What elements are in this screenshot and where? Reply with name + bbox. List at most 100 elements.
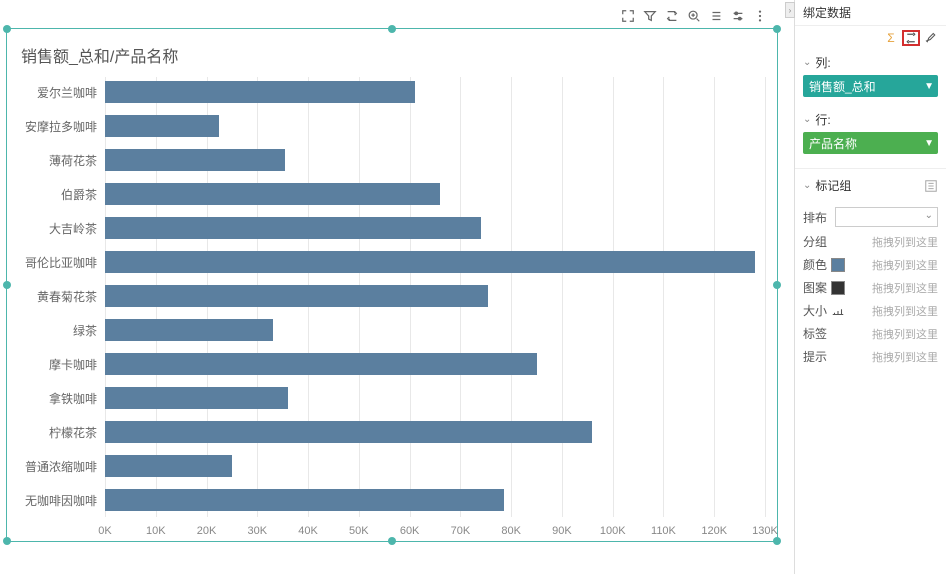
columns-pill-label: 销售额_总和 — [809, 78, 876, 95]
columns-header-label: 列: — [815, 54, 830, 71]
swap-icon[interactable] — [662, 7, 682, 25]
rows-pill[interactable]: 产品名称▼ — [803, 132, 938, 154]
brush-icon[interactable] — [922, 30, 940, 46]
bar-row — [105, 217, 765, 239]
bar-row — [105, 319, 765, 341]
swap-axes-icon[interactable] — [902, 30, 920, 46]
bar-row — [105, 251, 765, 273]
panel-icon-row: Σ — [795, 26, 946, 50]
rows-header-label: 行: — [815, 111, 830, 128]
bar[interactable] — [105, 319, 273, 341]
filter-icon[interactable] — [640, 7, 660, 25]
bar-row — [105, 489, 765, 511]
bar-row — [105, 183, 765, 205]
data-binding-panel: › 绑定数据 Σ ⌄列: 销售额_总和▼ ⌄行: 产品名称▼ ⌄标记组 排布 ⌄… — [794, 0, 946, 574]
tooltip-row[interactable]: 提示 拖拽列到这里 — [795, 345, 946, 368]
y-axis-label: 黄春菊花茶 — [7, 288, 97, 305]
panel-collapse-icon[interactable]: › — [785, 2, 795, 18]
group-placeholder: 拖拽列到这里 — [831, 234, 938, 250]
more-icon[interactable] — [750, 7, 770, 25]
rows-header[interactable]: ⌄行: — [803, 111, 938, 128]
layout-label: 排布 — [803, 209, 831, 226]
color-row[interactable]: 颜色 拖拽列到这里 — [795, 253, 946, 276]
pattern-placeholder: 拖拽列到这里 — [851, 280, 938, 296]
columns-pill[interactable]: 销售额_总和 ▼ — [803, 75, 938, 97]
bar[interactable] — [105, 217, 481, 239]
list-icon[interactable] — [706, 7, 726, 25]
x-axis-label: 20K — [197, 525, 217, 537]
x-axis-label: 70K — [451, 525, 471, 537]
y-axis-label: 薄荷花茶 — [7, 152, 97, 169]
rows-section: ⌄行: 产品名称▼ — [795, 107, 946, 164]
x-axis-label: 50K — [349, 525, 369, 537]
y-axis-label: 哥伦比亚咖啡 — [7, 254, 97, 271]
bar[interactable] — [105, 489, 504, 511]
expand-icon[interactable] — [618, 7, 638, 25]
resize-handle[interactable] — [3, 25, 11, 33]
chart-toolbar — [618, 6, 770, 26]
marks-settings-icon[interactable] — [924, 179, 938, 193]
group-label: 分组 — [803, 233, 831, 250]
bar[interactable] — [105, 455, 232, 477]
x-axis-label: 40K — [298, 525, 318, 537]
size-label: 大小 — [803, 302, 831, 319]
chart-title: 销售额_总和/产品名称 — [21, 43, 178, 67]
color-label: 颜色 — [803, 256, 831, 273]
chart-container[interactable]: 销售额_总和/产品名称 0K10K20K30K40K50K60K70K80K90… — [6, 28, 778, 542]
x-axis-label: 60K — [400, 525, 420, 537]
label-placeholder: 拖拽列到这里 — [831, 326, 938, 342]
x-axis-label: 100K — [600, 525, 626, 537]
size-placeholder: 拖拽列到这里 — [851, 303, 938, 319]
bar[interactable] — [105, 183, 440, 205]
group-row[interactable]: 分组 拖拽列到这里 — [795, 230, 946, 253]
chevron-down-icon: ▼ — [924, 81, 934, 92]
bar[interactable] — [105, 421, 592, 443]
tooltip-label: 提示 — [803, 348, 831, 365]
bar[interactable] — [105, 81, 415, 103]
tooltip-placeholder: 拖拽列到这里 — [831, 349, 938, 365]
x-axis-label: 110K — [651, 525, 676, 537]
bar[interactable] — [105, 251, 755, 273]
bar-row — [105, 387, 765, 409]
resize-handle[interactable] — [773, 25, 781, 33]
bar-row — [105, 285, 765, 307]
chevron-down-icon: ⌄ — [925, 210, 933, 221]
bar[interactable] — [105, 285, 488, 307]
marks-header[interactable]: ⌄标记组 — [803, 177, 938, 194]
y-axis-label: 爱尔兰咖啡 — [7, 84, 97, 101]
x-axis-label: 0K — [98, 525, 111, 537]
pattern-row[interactable]: 图案 拖拽列到这里 — [795, 276, 946, 299]
y-axis-label: 安摩拉多咖啡 — [7, 118, 97, 135]
grid-line — [765, 77, 766, 517]
chevron-down-icon: ▼ — [924, 138, 934, 149]
label-row[interactable]: 标签 拖拽列到这里 — [795, 322, 946, 345]
layout-select[interactable]: ⌄ — [835, 207, 938, 227]
bar-row — [105, 455, 765, 477]
zoom-icon[interactable] — [684, 7, 704, 25]
x-axis-label: 130K — [752, 525, 778, 537]
y-axis-label: 柠檬花茶 — [7, 424, 97, 441]
y-axis-label: 拿铁咖啡 — [7, 390, 97, 407]
columns-header[interactable]: ⌄列: — [803, 54, 938, 71]
y-axis-label: 伯爵茶 — [7, 186, 97, 203]
resize-handle[interactable] — [388, 25, 396, 33]
bar[interactable] — [105, 149, 285, 171]
bar-row — [105, 421, 765, 443]
size-row[interactable]: 大小 拖拽列到这里 — [795, 299, 946, 322]
bar-row — [105, 81, 765, 103]
y-axis-label: 无咖啡因咖啡 — [7, 492, 97, 509]
sigma-icon[interactable]: Σ — [882, 30, 900, 46]
x-axis-label: 30K — [248, 525, 268, 537]
x-axis-label: 10K — [146, 525, 166, 537]
size-icon — [831, 304, 845, 318]
bar[interactable] — [105, 387, 288, 409]
x-axis-label: 90K — [552, 525, 572, 537]
pattern-swatch[interactable] — [831, 281, 845, 295]
color-swatch[interactable] — [831, 258, 845, 272]
color-placeholder: 拖拽列到这里 — [851, 257, 938, 273]
bar[interactable] — [105, 115, 219, 137]
layout-row: 排布 ⌄ — [795, 204, 946, 230]
bar[interactable] — [105, 353, 537, 375]
slider-icon[interactable] — [728, 7, 748, 25]
label-label: 标签 — [803, 325, 831, 342]
